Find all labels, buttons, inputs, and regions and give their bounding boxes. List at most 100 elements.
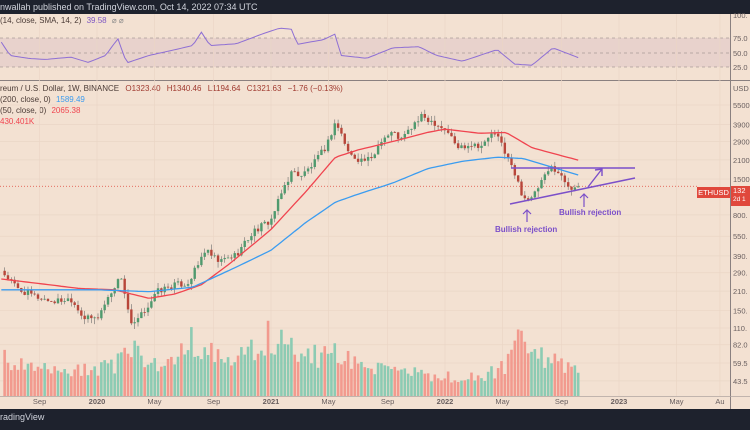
candle-body: [450, 132, 453, 137]
price-tick-label: 2900: [733, 137, 750, 146]
candle-body: [143, 312, 146, 314]
volume-bar: [80, 375, 83, 396]
candle-body: [283, 185, 286, 194]
volume-bar: [123, 347, 126, 396]
candle-body: [110, 293, 113, 298]
candle: [410, 128, 413, 136]
candle-body: [566, 182, 570, 187]
candle: [110, 292, 113, 303]
candle: [540, 177, 543, 189]
volume-bar: [103, 360, 106, 396]
time-tick-label: 2020: [89, 397, 106, 406]
candle-body: [16, 283, 20, 288]
candle: [70, 293, 73, 307]
candle-body: [436, 125, 440, 127]
volume-bar: [133, 340, 136, 396]
candle-body: [246, 240, 250, 242]
candle-body: [76, 304, 80, 311]
candle: [373, 153, 376, 159]
volume-bar: [263, 355, 267, 396]
volume-bar: [156, 371, 160, 396]
volume-bar: [303, 356, 307, 396]
ohlc-change: −1.76 (−0.13%): [287, 84, 343, 93]
ohlc-open: O1323.40: [125, 84, 161, 93]
candle: [563, 173, 567, 188]
candle-body: [36, 294, 40, 299]
candle-body: [526, 198, 530, 200]
candle: [156, 283, 160, 297]
volume-bar: [33, 370, 36, 396]
rsi-visibility-icon[interactable]: ⌀ ⌀: [111, 16, 124, 25]
rsi-line: [0, 27, 579, 66]
volume-bar: [50, 373, 53, 396]
candle-body: [553, 166, 557, 172]
volume-bar: [310, 363, 313, 396]
last-price-value: 132: [733, 186, 746, 195]
candle: [140, 308, 143, 319]
rsi-band: [0, 38, 730, 67]
candle: [250, 233, 253, 245]
volume-bar: [406, 373, 410, 396]
candle: [376, 140, 380, 155]
volume-bar: [556, 361, 560, 396]
candle-body: [150, 301, 153, 308]
candle: [123, 275, 126, 299]
candle-body: [276, 199, 280, 212]
candle-body: [486, 137, 490, 142]
footer-brand: radingView: [0, 412, 45, 422]
candle-body: [323, 149, 326, 152]
candle-body: [116, 279, 120, 289]
time-tick-label: Sep: [33, 397, 46, 406]
candle: [200, 252, 203, 267]
annotation-label: Bullish rejection: [559, 208, 621, 217]
candle-body: [130, 309, 133, 324]
candle: [363, 154, 366, 162]
candle: [130, 304, 133, 326]
candle-body: [483, 141, 487, 146]
candle: [386, 133, 390, 139]
candle: [393, 130, 396, 133]
candle: [253, 225, 256, 242]
volume-bar: [196, 355, 200, 396]
volume-bar: [40, 368, 43, 396]
candle-body: [43, 298, 46, 300]
candle: [20, 287, 23, 294]
time-tick-label: May: [147, 397, 161, 406]
volume-bar: [213, 362, 217, 396]
candle: [106, 294, 110, 308]
candle-body: [70, 298, 73, 303]
candle-body: [273, 211, 276, 219]
candle-body: [146, 307, 150, 313]
symbol-name: reum / U.S. Dollar, 1W, BINANCE: [0, 84, 120, 93]
candle-body: [543, 174, 547, 181]
bar-countdown: 2d 1: [733, 196, 746, 203]
price-tick-label: 800.: [733, 211, 748, 220]
candle-body: [560, 173, 563, 176]
volume-bar: [500, 361, 503, 396]
candle: [153, 290, 156, 302]
candle: [33, 291, 36, 296]
candle-body: [310, 167, 313, 169]
candle: [433, 115, 436, 131]
volume-bar: [10, 370, 13, 396]
rsi-tick-label: 50.0: [733, 49, 748, 58]
volume-bar: [326, 353, 330, 396]
candle-body: [533, 191, 537, 198]
volume-bar: [16, 369, 20, 396]
candle: [180, 279, 183, 289]
candle-body: [173, 282, 176, 290]
volume-bar: [573, 365, 577, 396]
candle-body: [213, 255, 216, 257]
volume-bar: [170, 356, 173, 396]
candle: [306, 166, 310, 175]
volume-bar: [336, 362, 340, 396]
candle-body: [496, 133, 500, 137]
candle-body: [236, 253, 240, 256]
volume-bar: [350, 368, 353, 396]
ma200-line: [1, 156, 579, 293]
candle: [146, 302, 150, 317]
volume-bar: [86, 375, 90, 396]
time-tick-label: 2022: [437, 397, 454, 406]
ma200-value: 1589.49: [55, 95, 85, 104]
